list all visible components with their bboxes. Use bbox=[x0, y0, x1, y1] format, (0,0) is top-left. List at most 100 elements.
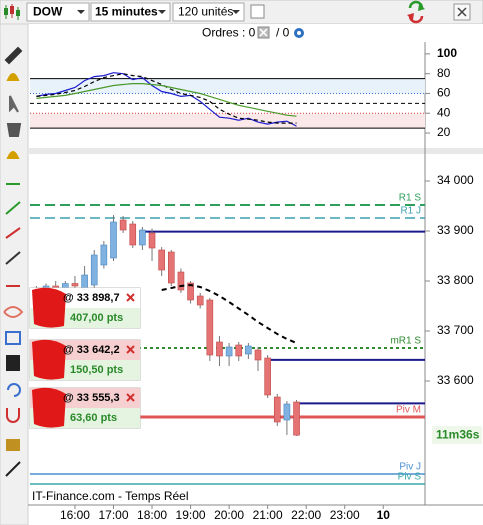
cursor[interactable] bbox=[9, 95, 19, 113]
candle-body bbox=[139, 229, 146, 246]
oscillator-line bbox=[36, 72, 297, 127]
units-dropdown[interactable]: 120 unités bbox=[172, 2, 245, 22]
units-dropdown-part bbox=[232, 10, 240, 14]
x-tick-label: 18:00 bbox=[137, 508, 167, 522]
ellipse-tool[interactable] bbox=[3, 306, 24, 318]
interval-dropdown[interactable]: 15 minutes bbox=[90, 2, 171, 22]
order-price: @ 33 642,2 bbox=[63, 344, 120, 356]
x-tick-label: 22:00 bbox=[291, 508, 321, 522]
pencil[interactable] bbox=[4, 46, 23, 65]
price-chart: 34 000 33 900 33 800 33 700 33 600 16:00 17:00… bbox=[29, 173, 482, 522]
pivot-label: R1 S bbox=[399, 193, 422, 204]
pivot-label: Piv M bbox=[396, 405, 421, 416]
countdown-bg bbox=[432, 426, 482, 445]
candle-body bbox=[158, 249, 165, 271]
close-button-part bbox=[457, 7, 467, 17]
refresh-button-part bbox=[408, 0, 424, 9]
pivot-label: Piv S bbox=[398, 472, 422, 483]
order-close[interactable] bbox=[126, 293, 135, 302]
x-tick-label: 16:00 bbox=[60, 508, 90, 522]
interval: 15 minutes bbox=[95, 5, 158, 19]
moving-average bbox=[161, 283, 297, 344]
order-box: @ 33 642,2 150,50 pts bbox=[29, 339, 141, 381]
interval-dropdown-part bbox=[90, 2, 171, 22]
candle-body bbox=[206, 299, 214, 356]
oscillator-line bbox=[36, 83, 297, 117]
refresh-button-part bbox=[407, 13, 414, 20]
candle-body bbox=[71, 283, 79, 287]
trash[interactable] bbox=[6, 123, 22, 137]
data-source: IT-Finance.com - Temps Réel bbox=[32, 489, 189, 503]
drawing-tools bbox=[3, 46, 24, 477]
order-box: @ 33 555,3 63,60 pts bbox=[29, 387, 141, 429]
symbol: DOW bbox=[33, 5, 63, 19]
symbol-dropdown[interactable]: DOW bbox=[26, 2, 90, 22]
refresh-button[interactable] bbox=[407, 0, 425, 24]
candle-body bbox=[90, 254, 98, 286]
order-close-stroke bbox=[126, 393, 135, 402]
panel-splitter[interactable] bbox=[28, 148, 483, 154]
x-tick-label: 19:00 bbox=[176, 508, 206, 522]
candle-body bbox=[273, 396, 281, 423]
chart-type-icon-part bbox=[10, 6, 14, 14]
redaction bbox=[32, 287, 66, 328]
units-dropdown-part bbox=[172, 2, 245, 22]
candle-body bbox=[177, 271, 185, 291]
oscillator: 100 80 60 40 20 bbox=[30, 46, 457, 139]
order-box: @ 33 898,7 407,00 pts bbox=[29, 287, 141, 329]
ray-tool[interactable] bbox=[5, 227, 21, 239]
y-tick-label: 40 bbox=[437, 105, 451, 119]
order-price: @ 33 555,3 bbox=[63, 392, 120, 404]
candle-body bbox=[245, 345, 252, 355]
candle-body bbox=[187, 282, 194, 301]
candle-body bbox=[216, 341, 223, 357]
candle-body bbox=[168, 251, 175, 284]
candle-body bbox=[129, 223, 137, 246]
orders-label: Ordres : 0 bbox=[202, 26, 256, 40]
trend-tool[interactable] bbox=[5, 201, 21, 215]
close-button[interactable] bbox=[453, 3, 471, 21]
alert-2[interactable] bbox=[6, 151, 20, 159]
x-tick-label: 23:00 bbox=[330, 508, 360, 522]
candle-body bbox=[235, 344, 243, 357]
chart-type-icon[interactable] bbox=[4, 4, 20, 20]
order-price: @ 33 898,7 bbox=[63, 292, 120, 304]
x-tick-label: 17:00 bbox=[98, 508, 128, 522]
order-pnl: 63,60 pts bbox=[70, 412, 117, 424]
text-tool[interactable] bbox=[6, 355, 20, 371]
order-close[interactable] bbox=[126, 345, 135, 354]
y-tick-label: 33 700 bbox=[437, 323, 474, 337]
alert[interactable] bbox=[6, 73, 20, 81]
redaction bbox=[32, 339, 66, 380]
candle-body bbox=[225, 346, 233, 357]
x-tick-label: 21:00 bbox=[253, 508, 283, 522]
y-tick-label: 20 bbox=[437, 125, 451, 139]
countdown: 11m36s bbox=[436, 427, 480, 441]
checkbox[interactable] bbox=[250, 4, 265, 19]
candle-body bbox=[100, 244, 108, 266]
candle-body bbox=[293, 401, 300, 436]
orders-bar bbox=[28, 24, 483, 42]
orders-cancel-icon-part bbox=[259, 28, 268, 37]
orders-cancel-icon[interactable] bbox=[257, 26, 270, 39]
rect-tool[interactable] bbox=[5, 331, 21, 345]
order-pnl: 407,00 pts bbox=[70, 312, 123, 324]
oscillator-band bbox=[30, 78, 425, 94]
arrow-tool[interactable] bbox=[5, 461, 21, 477]
y-tick-label: 34 000 bbox=[437, 173, 474, 187]
chart-type-icon-part bbox=[16, 10, 20, 16]
interval-dropdown-part bbox=[158, 10, 166, 14]
order-pnl: 150,50 pts bbox=[70, 364, 123, 376]
x-tick-label: 10 bbox=[377, 508, 391, 522]
x-tick-label: 20:00 bbox=[214, 508, 244, 522]
undo-tool[interactable] bbox=[7, 383, 21, 397]
segment-tool[interactable] bbox=[5, 251, 21, 265]
y-tick-label: 33 900 bbox=[437, 223, 474, 237]
magnet-tool[interactable] bbox=[6, 408, 20, 423]
refresh-button-part bbox=[408, 15, 424, 24]
orders-settings-icon[interactable] bbox=[294, 28, 304, 38]
candle-body bbox=[110, 221, 117, 259]
order-close[interactable] bbox=[126, 393, 135, 402]
lock-tool[interactable] bbox=[6, 439, 20, 451]
